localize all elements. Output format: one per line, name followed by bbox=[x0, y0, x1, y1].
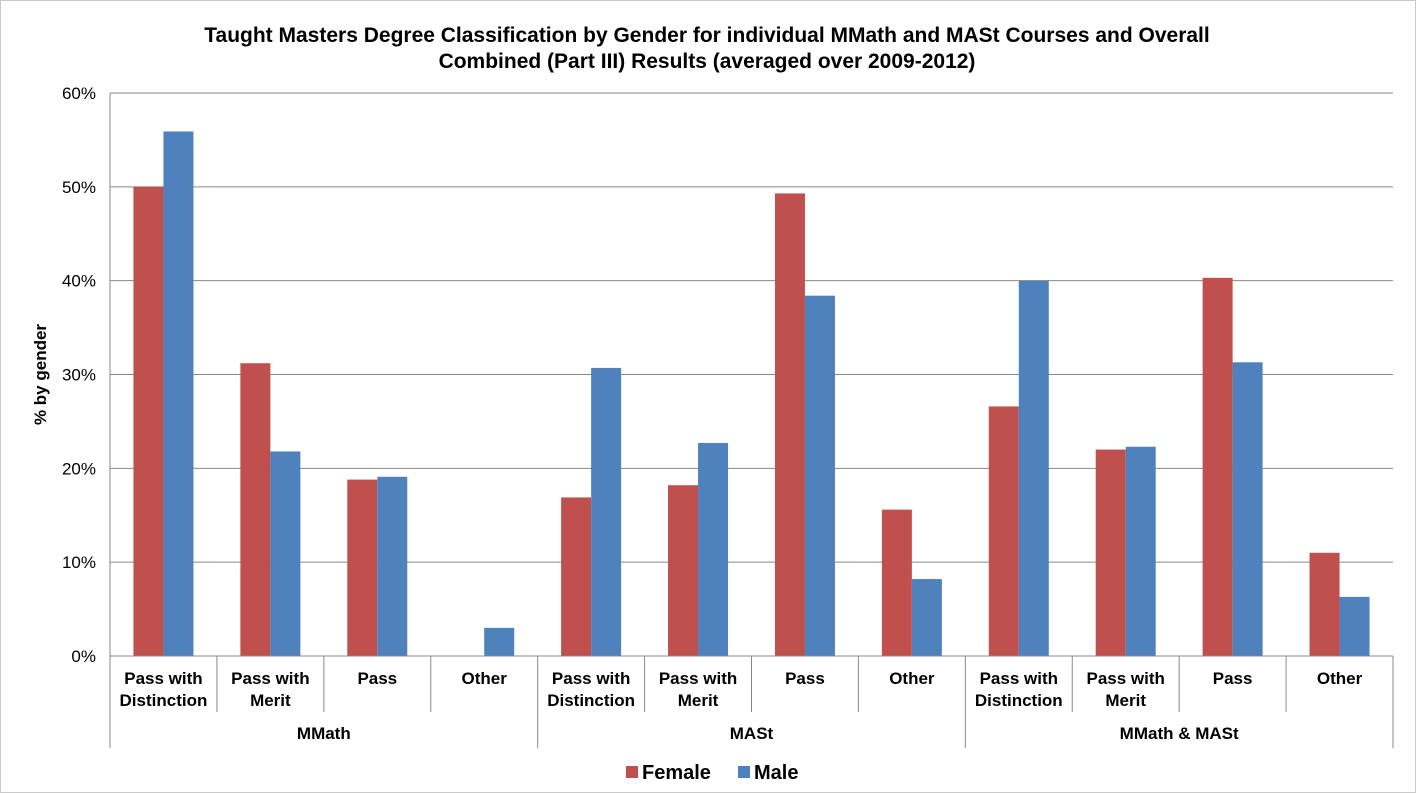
x-category-label: Pass with bbox=[1086, 669, 1164, 688]
y-tick-label: 10% bbox=[62, 553, 96, 572]
legend-swatch-male bbox=[738, 766, 750, 778]
x-category-label: Other bbox=[889, 669, 935, 688]
bar-male bbox=[163, 131, 194, 656]
x-group-label: MASt bbox=[730, 724, 774, 743]
bar-male bbox=[1018, 280, 1049, 656]
x-category-label: Distinction bbox=[975, 691, 1063, 710]
x-group-label: MMath bbox=[297, 724, 351, 743]
bar-female bbox=[240, 363, 271, 656]
x-category-label: Pass with bbox=[124, 669, 202, 688]
bar-female bbox=[1202, 277, 1233, 656]
y-tick-label: 50% bbox=[62, 178, 96, 197]
bar-female bbox=[561, 497, 592, 656]
chart-title-line: Combined (Part III) Results (averaged ov… bbox=[439, 50, 976, 73]
y-axis-label: % by gender bbox=[31, 324, 50, 425]
bar-female bbox=[668, 485, 699, 656]
bar-male bbox=[1339, 596, 1370, 656]
y-tick-label: 40% bbox=[62, 272, 96, 291]
legend-label-female: Female bbox=[642, 762, 711, 784]
bar-male bbox=[1232, 362, 1263, 656]
bar-male bbox=[377, 476, 408, 656]
bar-female bbox=[347, 479, 378, 656]
x-group-label: MMath & MASt bbox=[1120, 724, 1239, 743]
bar-male bbox=[484, 627, 515, 656]
x-category-label: Merit bbox=[678, 691, 719, 710]
legend-swatch-female bbox=[626, 766, 638, 778]
legend-label-male: Male bbox=[754, 762, 798, 784]
x-category-label: Other bbox=[462, 669, 508, 688]
y-tick-label: 60% bbox=[62, 84, 96, 103]
bar-male bbox=[591, 367, 622, 656]
bar-female bbox=[1095, 449, 1126, 656]
bar-male bbox=[698, 442, 729, 656]
y-tick-label: 20% bbox=[62, 459, 96, 478]
x-category-label: Pass with bbox=[980, 669, 1058, 688]
x-category-label: Pass with bbox=[659, 669, 737, 688]
x-category-label: Pass bbox=[357, 669, 397, 688]
x-category-label: Pass bbox=[1213, 669, 1253, 688]
y-tick-label: 0% bbox=[71, 647, 96, 666]
x-category-label: Distinction bbox=[120, 691, 208, 710]
bar-female bbox=[988, 406, 1019, 656]
x-category-label: Merit bbox=[1105, 691, 1146, 710]
x-category-label: Pass bbox=[785, 669, 825, 688]
x-category-label: Merit bbox=[250, 691, 291, 710]
bar-male bbox=[804, 295, 835, 656]
y-tick-label: 30% bbox=[62, 366, 96, 385]
bar-female bbox=[1309, 552, 1340, 656]
bar-male bbox=[1125, 446, 1156, 656]
x-category-label: Pass with bbox=[231, 669, 309, 688]
chart-title-line: Taught Masters Degree Classification by … bbox=[204, 24, 1209, 47]
x-category-label: Pass with bbox=[552, 669, 630, 688]
bar-female bbox=[774, 193, 805, 656]
x-category-label: Distinction bbox=[547, 691, 635, 710]
bar-male bbox=[911, 579, 942, 656]
x-category-label: Other bbox=[1317, 669, 1363, 688]
bar-female bbox=[881, 509, 912, 656]
bar-male bbox=[270, 451, 301, 656]
bar-female bbox=[133, 186, 164, 657]
